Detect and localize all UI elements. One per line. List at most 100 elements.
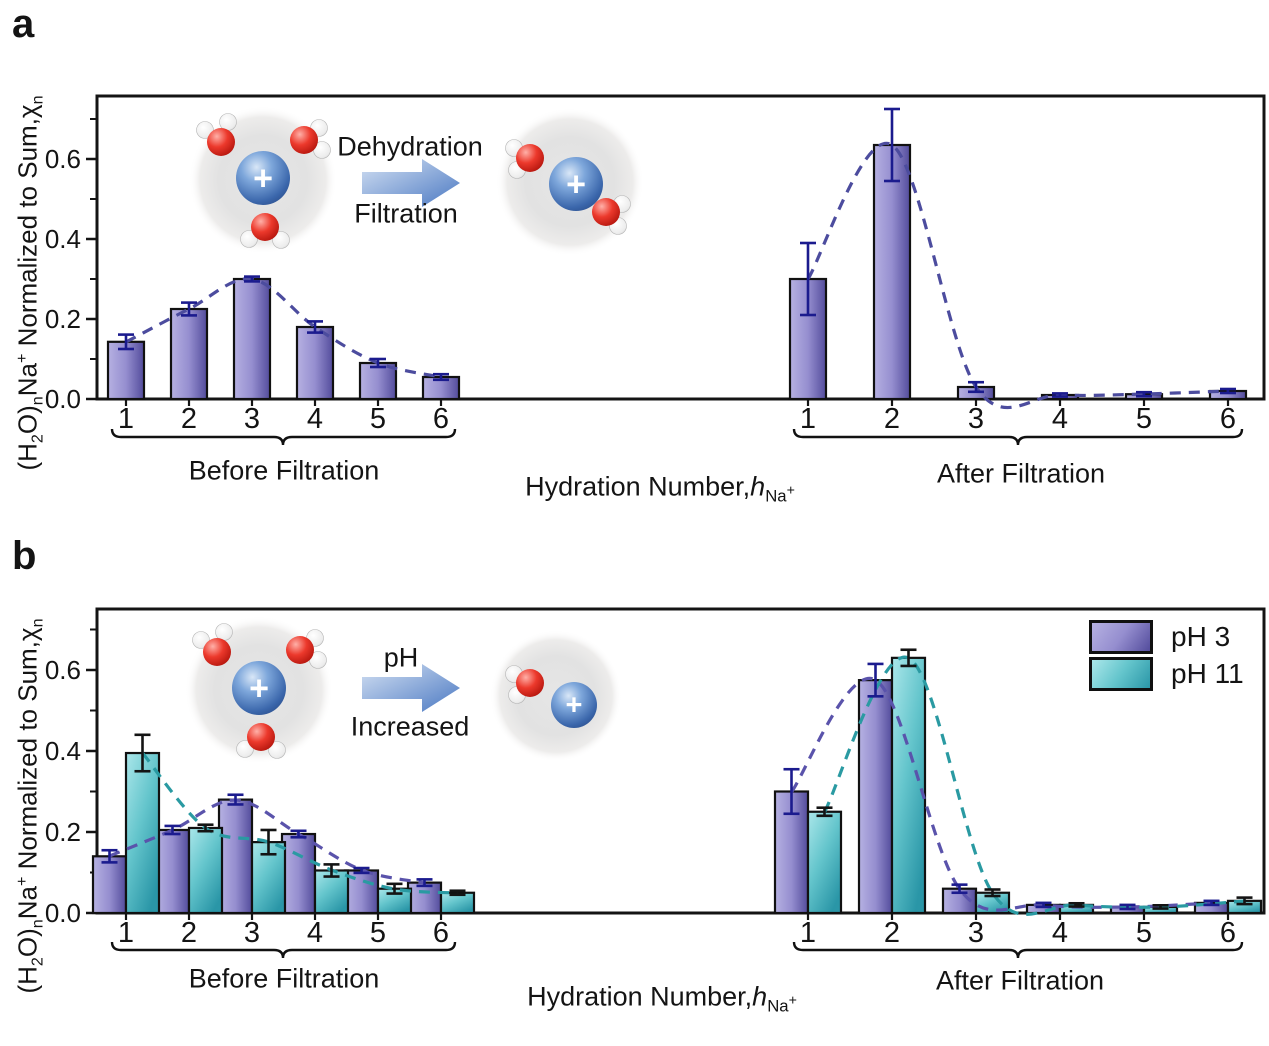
- error-bar: [164, 824, 181, 836]
- hydrated-ion-before-icon: +: [185, 616, 333, 764]
- panel-b-x-axis-title: Hydration Number,hNa+: [527, 981, 797, 1016]
- x-tick-label: 5: [370, 917, 386, 949]
- error-bar: [353, 866, 370, 875]
- x-tick-label: 1: [118, 403, 134, 435]
- y-tick-label: 0.2: [45, 817, 81, 847]
- y-tick-label: 0.4: [45, 736, 81, 766]
- error-bar: [416, 878, 433, 888]
- group-brace: [110, 428, 457, 446]
- error-bar: [783, 767, 800, 816]
- bar-before-4-ph11: [313, 869, 350, 915]
- panel-b-letter: b: [12, 534, 37, 578]
- trend-curve: [125, 277, 442, 379]
- panel-a-y-axis-title: (H2O)nNa+ Normalized to Sum,χn: [12, 95, 47, 471]
- panel-a-arrow-bottom-label: Filtration: [354, 198, 458, 229]
- reaction-arrow-icon: [362, 664, 460, 712]
- x-tick-label: 4: [1052, 403, 1068, 435]
- bar-before-2-ph11: [187, 826, 224, 915]
- x-tick-label: 5: [1136, 403, 1152, 435]
- ion-plus-symbol: +: [566, 165, 586, 203]
- error-bar: [101, 848, 118, 864]
- bar-after-1-ph11: [806, 810, 843, 915]
- error-bar: [951, 883, 968, 895]
- error-bar: [1236, 896, 1253, 906]
- x-tick-label: 2: [181, 917, 197, 949]
- x-tick-label: 1: [800, 403, 816, 435]
- panel-b-arrow-bottom-label: Increased: [350, 711, 470, 742]
- panel-b-y-axis-title: (H2O)nNa+ Normalized to Sum,χn: [12, 618, 47, 994]
- error-bar: [867, 662, 884, 698]
- panel-b-arrow-top-label: pH: [383, 642, 419, 673]
- hydrated-ion-before-icon: +: [189, 106, 337, 254]
- hydrated-ion-after-icon: +: [496, 108, 644, 256]
- error-bar: [118, 333, 134, 351]
- x-tick-label: 6: [1220, 917, 1236, 949]
- error-bar: [800, 241, 816, 317]
- x-tick-label: 2: [884, 403, 900, 435]
- x-tick-label: 3: [968, 917, 984, 949]
- x-tick-label: 6: [433, 917, 449, 949]
- error-bar: [968, 380, 984, 394]
- error-bar: [900, 648, 917, 668]
- legend-swatch-ph3: [1089, 620, 1153, 654]
- bar-after-2-ph11: [890, 656, 927, 915]
- error-bar: [984, 888, 1001, 898]
- group-brace: [792, 941, 1244, 959]
- x-tick-label: 3: [968, 403, 984, 435]
- y-tick-label: 0.0: [45, 384, 81, 414]
- y-tick-label: 0.6: [45, 144, 81, 174]
- panel-b-group-before-label: Before Filtration: [188, 963, 380, 994]
- error-bar: [1035, 901, 1052, 909]
- legend: pH 3 pH 11: [1089, 620, 1244, 694]
- error-bar: [884, 107, 900, 183]
- panel-a: + +0.0 0.2 0.4 0.6 1 2 3 4 5 6 1 2 3 4 5 6: [45, 94, 1266, 446]
- bar-before-1-ph3: [91, 855, 128, 915]
- error-bar: [181, 301, 197, 317]
- x-tick-label: 1: [800, 917, 816, 949]
- legend-row-ph11: pH 11: [1089, 657, 1244, 691]
- bar-before-4-ph3: [280, 832, 317, 915]
- reaction-arrow-icon: [362, 159, 460, 207]
- panel-b-group-after-label: After Filtration: [935, 965, 1105, 996]
- error-bar: [290, 829, 307, 839]
- x-tick-label: 6: [1220, 403, 1236, 435]
- legend-swatch-ph11: [1089, 657, 1153, 691]
- x-tick-label: 5: [370, 403, 386, 435]
- error-bar: [386, 882, 403, 895]
- bar-before-3-ph3: [217, 798, 254, 915]
- error-bar: [323, 863, 340, 878]
- bar-before-4: [295, 325, 335, 401]
- error-bar: [134, 733, 151, 773]
- error-bar: [197, 823, 214, 833]
- bar-before-1: [106, 340, 146, 401]
- y-tick-label: 0.0: [45, 898, 81, 928]
- error-bar: [260, 828, 277, 856]
- legend-row-ph3: pH 3: [1089, 620, 1244, 654]
- x-tick-label: 6: [433, 403, 449, 435]
- panel-a-arrow-top-label: Dehydration: [337, 131, 483, 162]
- y-tick-label: 0.4: [45, 224, 81, 254]
- x-tick-label: 1: [118, 917, 134, 949]
- panel-a-x-axis-title: Hydration Number,hNa+: [525, 471, 795, 506]
- panel-b: + +0.0 0.2 0.4 0.6 1 2 3 4 5 6 1 2 3 4 5 6: [45, 607, 1266, 959]
- plot-frame: [95, 94, 1266, 401]
- panel-a-group-before-label: Before Filtration: [188, 455, 380, 486]
- bar-before-2-ph3: [154, 828, 191, 915]
- error-bar: [433, 372, 449, 382]
- x-tick-label: 2: [181, 403, 197, 435]
- ion-plus-symbol: +: [566, 690, 583, 722]
- error-bar: [816, 806, 833, 818]
- trend-curve: [141, 751, 458, 895]
- hydrated-ion-after-icon: +: [490, 630, 622, 762]
- group-brace: [792, 428, 1244, 446]
- x-tick-label: 3: [244, 917, 260, 949]
- error-bar: [370, 357, 386, 369]
- x-tick-label: 4: [1052, 917, 1068, 949]
- ion-plus-symbol: +: [249, 669, 269, 707]
- panel-a-group-after-label: After Filtration: [936, 458, 1106, 489]
- x-tick-label: 3: [244, 403, 260, 435]
- y-tick-label: 0.2: [45, 304, 81, 334]
- panel-a-letter: a: [12, 2, 35, 46]
- x-tick-label: 5: [1136, 917, 1152, 949]
